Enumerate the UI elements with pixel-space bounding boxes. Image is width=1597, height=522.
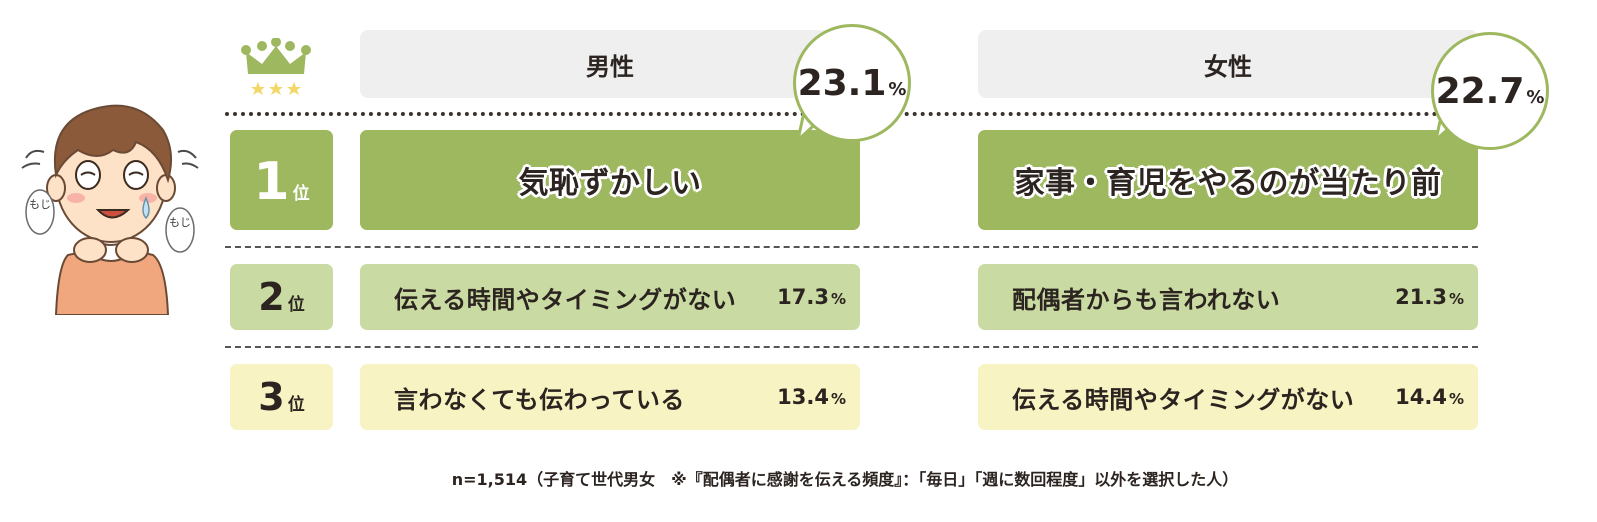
male-rank2-sign: % (830, 290, 846, 308)
male-rank2-card: 伝える時間やタイミングがない 17.3% (360, 264, 860, 330)
footnote: n=1,514（子育て世代男女 ※『配偶者に感謝を伝える頻度』：「毎日」「週に数… (451, 470, 1239, 489)
male-rank1-bubble: 23.1% (793, 24, 911, 142)
header-male: 男性 (360, 30, 860, 98)
separator-rank1 (225, 246, 1478, 248)
rank-unit-1: 位 (292, 184, 310, 204)
male-rank1-label: 気恥ずかしい (518, 166, 702, 201)
mumble-left: もじ (29, 198, 51, 211)
header-female: 女性 (978, 30, 1478, 98)
rank-unit-2: 位 (287, 295, 305, 315)
male-rank1-card: 気恥ずかしい (360, 130, 860, 230)
female-rank2-label: 配偶者からも言われない (1012, 285, 1281, 314)
female-rank3-label: 伝える時間やタイミングがない (1012, 385, 1355, 414)
header-female-label: 女性 (1204, 52, 1252, 81)
female-rank2-value: 21.3 (1395, 285, 1447, 309)
female-rank1-bubble: 22.7% (1431, 32, 1549, 150)
male-rank2-label: 伝える時間やタイミングがない (394, 285, 737, 314)
boy-illustration: もじ もじ (21, 104, 199, 315)
female-rank2-card: 配偶者からも言われない 21.3% (978, 264, 1478, 330)
male-rank1-sign: % (888, 78, 907, 100)
female-rank2-sign: % (1448, 290, 1464, 308)
female-rank1-card: 家事・育児をやるのが当たり前 (978, 130, 1478, 230)
female-rank3-sign: % (1448, 390, 1464, 408)
female-rank3-value: 14.4 (1395, 385, 1447, 409)
crown-icon (241, 38, 311, 95)
female-rank1-sign: % (1526, 86, 1545, 108)
male-rank2-value: 17.3 (777, 285, 829, 309)
male-rank1-value: 23.1 (797, 62, 887, 104)
female-rank1-label: 家事・育児をやるのが当たり前 (1014, 166, 1442, 201)
separator-rank2 (225, 346, 1478, 348)
header-male-label: 男性 (586, 52, 634, 81)
female-rank3-card: 伝える時間やタイミングがない 14.4% (978, 364, 1478, 430)
mumble-right: もじ (169, 216, 191, 229)
rank-unit-3: 位 (287, 395, 305, 415)
female-rank1-value: 22.7 (1435, 70, 1525, 112)
male-rank3-sign: % (830, 390, 846, 408)
male-rank3-value: 13.4 (777, 385, 829, 409)
male-rank3-card: 言わなくても伝わっている 13.4% (360, 364, 860, 430)
male-rank3-label: 言わなくても伝わっている (394, 385, 685, 414)
